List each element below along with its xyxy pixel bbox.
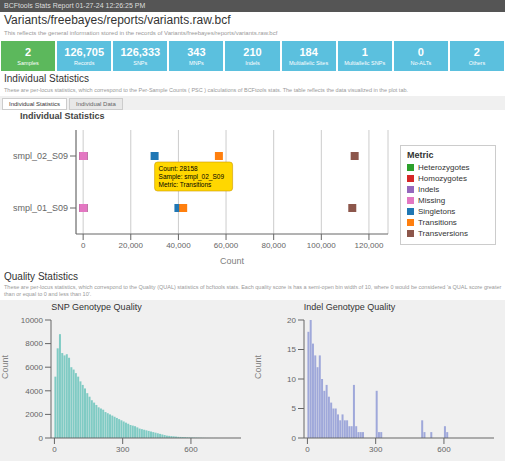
html-text:Records: Records bbox=[73, 60, 95, 66]
html-text:These are per-locus statistics: These are per-locus statistics, which co… bbox=[4, 87, 408, 93]
html-text:Missing: Missing bbox=[418, 196, 446, 205]
html-text:343: 343 bbox=[187, 46, 206, 58]
html-text:These are per-locus statistics: These are per-locus statistics, which co… bbox=[4, 284, 502, 297]
svg-text:300: 300 bbox=[369, 445, 383, 454]
svg-text:2000: 2000 bbox=[25, 410, 43, 419]
html-text:Multiallelic Sites: Multiallelic Sites bbox=[289, 60, 329, 66]
svg-text:20,000: 20,000 bbox=[119, 241, 144, 250]
svg-text:600: 600 bbox=[185, 445, 199, 454]
svg-text:Count: Count bbox=[254, 354, 263, 379]
html-text:2: 2 bbox=[473, 46, 480, 58]
html-text:Indel Genotype Quality: Indel Genotype Quality bbox=[303, 302, 396, 312]
html-text:Homozygotes: Homozygotes bbox=[418, 174, 467, 183]
html-text:Individual Statistics: Individual Statistics bbox=[9, 101, 60, 107]
svg-text:120,000: 120,000 bbox=[354, 241, 383, 250]
svg-text:10: 10 bbox=[287, 375, 296, 384]
svg-text:10000: 10000 bbox=[21, 316, 44, 325]
svg-text:4000: 4000 bbox=[25, 387, 43, 396]
html-text:1: 1 bbox=[361, 46, 368, 58]
svg-text:80,000: 80,000 bbox=[261, 241, 286, 250]
html-text:Transitions: Transitions bbox=[418, 218, 457, 227]
svg-text:0: 0 bbox=[291, 434, 296, 443]
svg-text:5: 5 bbox=[291, 404, 296, 413]
html-text:Indels: Indels bbox=[245, 60, 260, 66]
html-text:0: 0 bbox=[417, 46, 424, 58]
svg-text:Metric: Transitions: Metric: Transitions bbox=[159, 181, 212, 188]
html-text:Others: Others bbox=[468, 60, 486, 66]
html-text:SNPs: SNPs bbox=[133, 60, 148, 66]
html-text:No-ALTs: No-ALTs bbox=[410, 60, 432, 66]
html-text:Individual Data: Individual Data bbox=[76, 101, 116, 107]
svg-text:600: 600 bbox=[437, 445, 451, 454]
html-text:126,333: 126,333 bbox=[120, 46, 161, 58]
html-text:BCFtools Stats Report 01-27-24: BCFtools Stats Report 01-27-24 12:26:25 … bbox=[4, 2, 146, 9]
html-text:Individual Statistics: Individual Statistics bbox=[20, 111, 105, 121]
html-text:Indels: Indels bbox=[418, 185, 440, 194]
html-text:Samples: Samples bbox=[17, 60, 39, 66]
svg-text:Sample: smpl_02_S09: Sample: smpl_02_S09 bbox=[159, 173, 225, 181]
svg-text:8000: 8000 bbox=[25, 339, 43, 348]
svg-text:20: 20 bbox=[287, 316, 296, 325]
svg-text:0: 0 bbox=[52, 445, 57, 454]
html-text:Individual Statistics: Individual Statistics bbox=[4, 73, 89, 84]
html-text:2: 2 bbox=[25, 46, 32, 58]
svg-text:60,000: 60,000 bbox=[214, 241, 239, 250]
html-text:126,705: 126,705 bbox=[64, 46, 104, 58]
html-text:Singletons: Singletons bbox=[418, 207, 456, 216]
svg-text:100,000: 100,000 bbox=[307, 241, 336, 250]
html-text:Multiallelic SNPs: Multiallelic SNPs bbox=[344, 60, 386, 66]
html-text:This reflects the general info: This reflects the general information st… bbox=[4, 30, 278, 36]
svg-text:smpl_02_S09: smpl_02_S09 bbox=[13, 151, 68, 161]
html-text:Metric: Metric bbox=[407, 150, 434, 160]
svg-text:Count: 28158: Count: 28158 bbox=[159, 165, 198, 172]
html-text:184: 184 bbox=[299, 46, 318, 58]
html-text:Quality Statistics: Quality Statistics bbox=[4, 271, 78, 282]
svg-text:smpl_01_S09: smpl_01_S09 bbox=[13, 203, 68, 213]
svg-text:0: 0 bbox=[81, 241, 86, 250]
svg-text:Count: Count bbox=[220, 256, 245, 266]
html-text:Transversions: Transversions bbox=[418, 229, 468, 238]
svg-text:300: 300 bbox=[116, 445, 130, 454]
html-text:Heterozygotes: Heterozygotes bbox=[418, 163, 470, 172]
svg-text:Count: Count bbox=[8, 354, 10, 379]
svg-text:40,000: 40,000 bbox=[166, 241, 191, 250]
html-text:Variants/freebayes/reports/var: Variants/freebayes/reports/variants.raw.… bbox=[4, 13, 231, 27]
svg-text:6000: 6000 bbox=[25, 363, 43, 372]
html-text:MNPs: MNPs bbox=[188, 60, 204, 66]
svg-text:0: 0 bbox=[39, 434, 44, 443]
html-text:210: 210 bbox=[243, 46, 262, 58]
html-text:SNP Genotype Quality: SNP Genotype Quality bbox=[51, 302, 142, 312]
svg-text:0: 0 bbox=[305, 445, 310, 454]
svg-text:15: 15 bbox=[287, 345, 296, 354]
